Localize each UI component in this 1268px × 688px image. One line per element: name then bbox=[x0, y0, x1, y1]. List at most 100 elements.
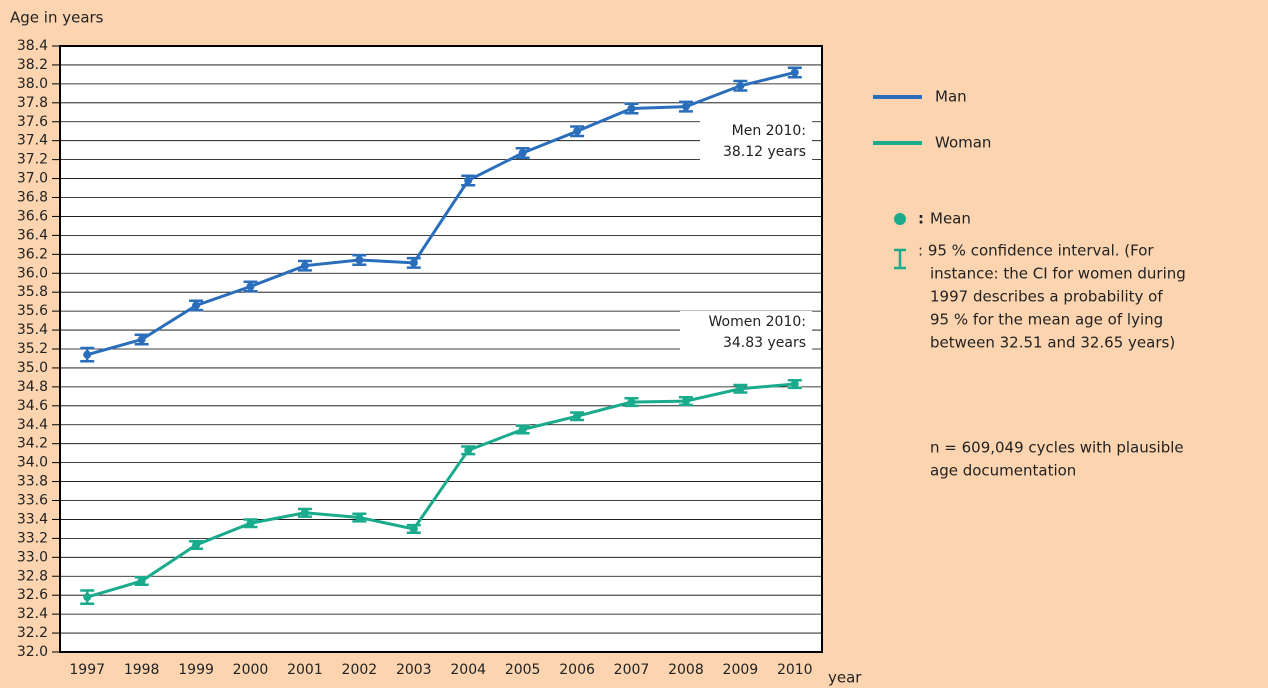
mean-point bbox=[409, 258, 418, 267]
x-tick-label: 2000 bbox=[233, 662, 269, 678]
plot-frame bbox=[59, 45, 823, 653]
mean-point bbox=[736, 384, 745, 393]
mean-point bbox=[300, 261, 309, 270]
mean-point bbox=[192, 301, 201, 310]
mean-icon bbox=[894, 213, 906, 225]
y-tick-label: 37.2 bbox=[17, 152, 48, 168]
mean-point bbox=[736, 81, 745, 90]
mean-note-text: Mean bbox=[930, 210, 971, 228]
x-tick-label: 1997 bbox=[69, 662, 105, 678]
mean-point bbox=[83, 593, 92, 602]
y-tick-label: 35.2 bbox=[17, 341, 48, 357]
y-tick-label: 34.8 bbox=[17, 379, 48, 395]
mean-point bbox=[790, 380, 799, 389]
y-tick-label: 32.4 bbox=[17, 606, 48, 622]
mean-point bbox=[355, 513, 364, 522]
y-tick-label: 32.6 bbox=[17, 587, 48, 603]
y-tick-label: 33.8 bbox=[17, 474, 48, 490]
mean-point bbox=[83, 350, 92, 359]
mean-point bbox=[246, 519, 255, 528]
y-tick-label: 38.0 bbox=[17, 76, 48, 92]
y-tick-label: 38.2 bbox=[17, 57, 48, 73]
x-tick-label: 2010 bbox=[777, 662, 813, 678]
x-tick-label: 2002 bbox=[342, 662, 378, 678]
y-tick-label: 34.6 bbox=[17, 398, 48, 414]
x-tick-label: 2003 bbox=[396, 662, 432, 678]
x-tick-label: 2006 bbox=[559, 662, 595, 678]
mean-point bbox=[355, 255, 364, 264]
y-tick-label: 37.8 bbox=[17, 95, 48, 111]
legend-label: Man bbox=[935, 88, 967, 106]
x-tick-label: 1999 bbox=[178, 662, 214, 678]
mean-point bbox=[573, 127, 582, 136]
ci-note: instance: the CI for women during bbox=[930, 265, 1186, 283]
annotation-text: Men 2010: bbox=[732, 123, 806, 139]
mean-point bbox=[573, 412, 582, 421]
annotation-box bbox=[700, 120, 812, 162]
y-tick-label: 34.0 bbox=[17, 455, 48, 471]
mean-point bbox=[192, 541, 201, 550]
mean-point bbox=[681, 102, 690, 111]
mean-note-symbol: : bbox=[918, 210, 924, 228]
ci-note: between 32.51 and 32.65 years) bbox=[930, 334, 1175, 352]
y-tick-label: 32.0 bbox=[17, 644, 48, 660]
annotation-text: Women 2010: bbox=[708, 314, 806, 330]
x-tick-label: 1998 bbox=[124, 662, 160, 678]
mean-point bbox=[518, 425, 527, 434]
y-tick-label: 36.0 bbox=[17, 265, 48, 281]
annotation-text: 34.83 years bbox=[723, 335, 806, 351]
x-tick-label: 2009 bbox=[723, 662, 759, 678]
y-tick-label: 36.8 bbox=[17, 190, 48, 206]
y-tick-label: 32.8 bbox=[17, 568, 48, 584]
y-tick-label: 33.0 bbox=[17, 549, 48, 565]
y-tick-label: 32.2 bbox=[17, 625, 48, 641]
mean-point bbox=[246, 282, 255, 291]
x-axis-label: year bbox=[828, 669, 862, 687]
y-tick-label: 33.6 bbox=[17, 493, 48, 509]
mean-point bbox=[409, 524, 418, 533]
sample-note: n = 609,049 cycles with plausible bbox=[930, 439, 1184, 457]
mean-point bbox=[518, 148, 527, 157]
y-tick-label: 37.4 bbox=[17, 133, 48, 149]
x-tick-label: 2001 bbox=[287, 662, 323, 678]
mean-point bbox=[790, 68, 799, 77]
mean-point bbox=[464, 446, 473, 455]
y-tick-label: 33.4 bbox=[17, 511, 48, 527]
mean-point bbox=[300, 508, 309, 517]
x-tick-label: 2004 bbox=[450, 662, 486, 678]
mean-point bbox=[681, 397, 690, 406]
ci-icon bbox=[894, 248, 906, 270]
mean-point bbox=[137, 335, 146, 344]
series-line bbox=[86, 382, 795, 599]
ci-note: 95 % for the mean age of lying bbox=[930, 311, 1163, 329]
y-tick-label: 36.4 bbox=[17, 227, 48, 243]
y-tick-label: 34.2 bbox=[17, 436, 48, 452]
y-tick-label: 35.4 bbox=[17, 322, 48, 338]
x-tick-label: 2005 bbox=[505, 662, 541, 678]
y-tick-label: 33.2 bbox=[17, 530, 48, 546]
y-axis-label: Age in years bbox=[10, 9, 104, 27]
y-tick-label: 37.6 bbox=[17, 114, 48, 130]
y-tick-label: 35.8 bbox=[17, 284, 48, 300]
y-tick-label: 36.6 bbox=[17, 208, 48, 224]
y-tick-label: 37.0 bbox=[17, 171, 48, 187]
mean-point bbox=[137, 576, 146, 585]
ci-note: 1997 describes a probability of bbox=[930, 288, 1163, 306]
x-tick-label: 2007 bbox=[614, 662, 650, 678]
annotation-text: 38.12 years bbox=[723, 144, 806, 160]
mean-point bbox=[464, 176, 473, 185]
sample-note: age documentation bbox=[930, 462, 1076, 480]
y-tick-label: 34.4 bbox=[17, 417, 48, 433]
y-tick-label: 36.2 bbox=[17, 246, 48, 262]
series-line bbox=[86, 71, 796, 357]
ci-note: : 95 % confidence interval. (For bbox=[918, 242, 1154, 260]
y-tick-label: 35.6 bbox=[17, 303, 48, 319]
y-tick-label: 35.0 bbox=[17, 360, 48, 376]
x-tick-label: 2008 bbox=[668, 662, 704, 678]
mean-point bbox=[627, 104, 636, 113]
y-tick-label: 38.4 bbox=[17, 38, 48, 54]
mean-point bbox=[627, 398, 636, 407]
annotation-box bbox=[680, 311, 812, 353]
legend-label: Woman bbox=[935, 134, 991, 152]
